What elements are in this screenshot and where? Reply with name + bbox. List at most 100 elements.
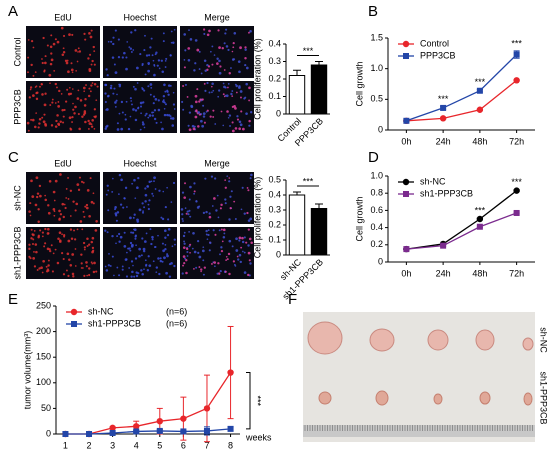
- cell-dot: [116, 128, 120, 131]
- cell-dot: [90, 200, 94, 204]
- cell-dot: [153, 117, 157, 121]
- cell-dot: [120, 178, 123, 182]
- cell-dot: [62, 47, 65, 50]
- marker: [109, 424, 116, 432]
- cell-dot: [145, 264, 148, 267]
- cell-dot: [38, 267, 41, 270]
- cell-dot: [170, 201, 173, 203]
- cell-dot: [71, 253, 75, 256]
- cell-dot: [195, 110, 198, 113]
- cell-dot: [198, 68, 201, 70]
- cell-dot: [62, 115, 65, 118]
- cell-dot: [106, 184, 109, 187]
- cell-dot: [44, 92, 47, 95]
- cell-dot: [133, 228, 137, 232]
- cell-dot: [216, 62, 219, 65]
- cell-dot: [208, 29, 211, 33]
- cell-dot: [78, 50, 82, 53]
- cell-dot: [29, 202, 32, 205]
- cell-dot: [153, 65, 156, 67]
- significance: ***: [475, 77, 486, 87]
- cell-dot: [163, 108, 166, 110]
- cell-dot: [120, 100, 124, 104]
- cell-dot: [126, 41, 129, 43]
- significance: ***: [438, 94, 449, 104]
- cell-dot: [93, 108, 97, 111]
- cell-dot: [203, 28, 206, 31]
- cell-dot: [80, 267, 83, 269]
- cell-dot: [72, 275, 75, 278]
- cell-dot: [186, 255, 189, 257]
- cell-dot: [118, 193, 120, 195]
- cell-dot: [52, 252, 55, 255]
- cell-dot: [180, 208, 184, 211]
- cell-dot: [140, 254, 143, 257]
- marker: [156, 418, 163, 425]
- cell-dot: [28, 96, 31, 99]
- cell-dot: [207, 229, 210, 232]
- cell-dot: [76, 183, 80, 186]
- cell-dot: [44, 227, 47, 231]
- legend-label: sh-NC: [88, 306, 114, 316]
- cell-dot: [139, 53, 142, 56]
- tumor: [522, 337, 534, 351]
- cell-dot: [123, 51, 126, 55]
- cell-dot: [135, 274, 139, 278]
- cell-dot: [224, 186, 227, 189]
- cell-dot: [50, 244, 53, 247]
- x-tick-label: 24h: [436, 136, 451, 146]
- cell-dot: [205, 233, 208, 236]
- cell-dot: [28, 247, 31, 251]
- cell-dot: [231, 50, 234, 53]
- column-label: EdU: [54, 12, 72, 22]
- y-tick-label: 0.6: [370, 205, 383, 215]
- cell-dot: [134, 234, 137, 237]
- cell-dot: [188, 198, 191, 201]
- cell-dot: [164, 205, 167, 209]
- cell-dot: [76, 60, 79, 63]
- cell-dot: [182, 246, 186, 249]
- cell-dot: [116, 211, 120, 214]
- cell-dot: [224, 202, 227, 205]
- cell-dot: [118, 173, 122, 177]
- cell-dot: [46, 44, 49, 47]
- cell-dot: [62, 273, 66, 276]
- cell-dot: [73, 238, 77, 241]
- cell-dot: [82, 210, 85, 213]
- cell-dot: [106, 124, 109, 128]
- cell-dot: [144, 240, 147, 243]
- cell-dot: [227, 116, 230, 119]
- cell-dot: [36, 192, 40, 195]
- cell-dot: [134, 29, 137, 32]
- cell-dot: [35, 176, 39, 180]
- cell-dot: [170, 41, 173, 44]
- y-tick-label: 0.1: [268, 91, 281, 101]
- cell-dot: [65, 61, 69, 65]
- cell-dot: [114, 105, 117, 108]
- y-axis-label: Cell growth: [354, 196, 364, 241]
- x-tick-label: 2: [87, 440, 92, 450]
- panel-label: D: [368, 149, 379, 166]
- y-tick-label: 0.3: [268, 56, 281, 66]
- cell-dot: [250, 111, 253, 114]
- cell-dot: [193, 192, 196, 195]
- cell-dot: [42, 259, 45, 263]
- cell-dot: [247, 244, 250, 247]
- cell-dot: [54, 82, 58, 86]
- cell-dot: [129, 97, 132, 100]
- cell-dot: [233, 31, 237, 35]
- cell-dot: [110, 40, 113, 43]
- cell-dot: [35, 91, 38, 95]
- cell-dot: [94, 229, 98, 232]
- cell-dot: [142, 101, 145, 104]
- cell-dot: [41, 235, 44, 238]
- cell-dot: [193, 250, 197, 254]
- cell-dot: [85, 261, 88, 264]
- cell-dot: [173, 238, 176, 241]
- cell-dot: [33, 230, 36, 232]
- marker: [402, 40, 410, 48]
- cell-dot: [50, 124, 54, 127]
- legend-label: PPP3CB: [420, 50, 456, 60]
- cell-dot: [216, 272, 219, 275]
- cell-dot: [86, 274, 89, 277]
